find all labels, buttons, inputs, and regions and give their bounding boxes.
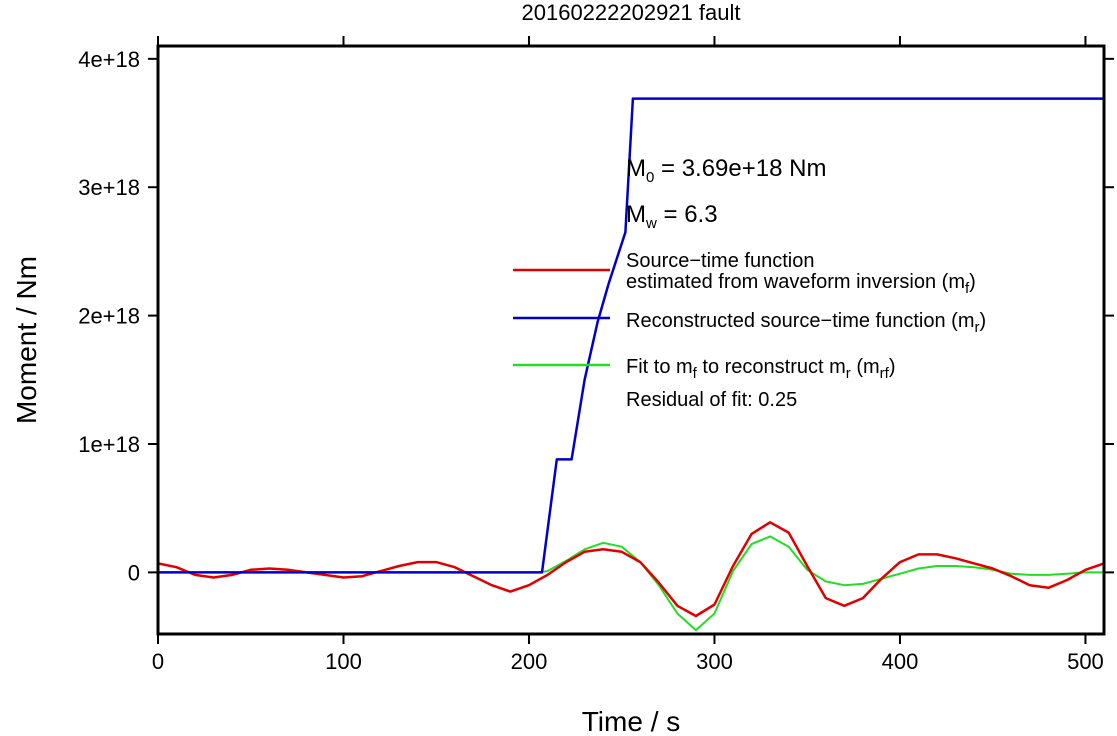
series-line-0 <box>157 521 1105 618</box>
legend-label-mrf: Fit to mf to reconstruct mr (mrf) <box>626 356 896 382</box>
residual-text: Residual of fit: 0.25 <box>626 389 797 411</box>
y-tick-label-4: 4e+18 <box>78 47 140 72</box>
legend: Source−time function estimated from wave… <box>513 250 986 411</box>
x-tick-label-4: 400 <box>882 649 919 674</box>
series-line-2 <box>158 535 1104 632</box>
x-tick-label-3: 300 <box>696 649 733 674</box>
y-axis-label: Moment / Nm <box>11 256 42 424</box>
legend-label-mr: Reconstructed source−time function (mr) <box>626 310 986 336</box>
chart-title: 20160222202921 fault <box>522 0 741 25</box>
legend-label-mf-line2: estimated from waveform inversion (mf) <box>626 271 976 297</box>
x-tick-label-1: 100 <box>325 649 362 674</box>
y-tick-label-2: 2e+18 <box>78 304 140 329</box>
x-ticks: 0 100 200 300 400 500 <box>152 36 1104 674</box>
y-tick-label-0: 0 <box>128 560 140 585</box>
x-axis-label: Time / s <box>582 706 681 736</box>
x-tick-label-5: 500 <box>1067 649 1104 674</box>
y-ticks: 0 1e+18 2e+18 3e+18 4e+18 <box>78 47 1114 585</box>
legend-label-mf-line1: Source−time function <box>626 250 814 272</box>
series-line-1 <box>158 97 1104 574</box>
x-tick-label-0: 0 <box>152 649 164 674</box>
plot-series <box>157 97 1105 632</box>
y-tick-label-3: 3e+18 <box>78 175 140 200</box>
x-tick-label-2: 200 <box>511 649 548 674</box>
mw-annotation: Mw = 6.3 <box>626 201 718 232</box>
m0-annotation: M0 = 3.69e+18 Nm <box>626 155 826 186</box>
y-tick-label-1: 1e+18 <box>78 432 140 457</box>
plot-frame <box>156 44 1106 636</box>
